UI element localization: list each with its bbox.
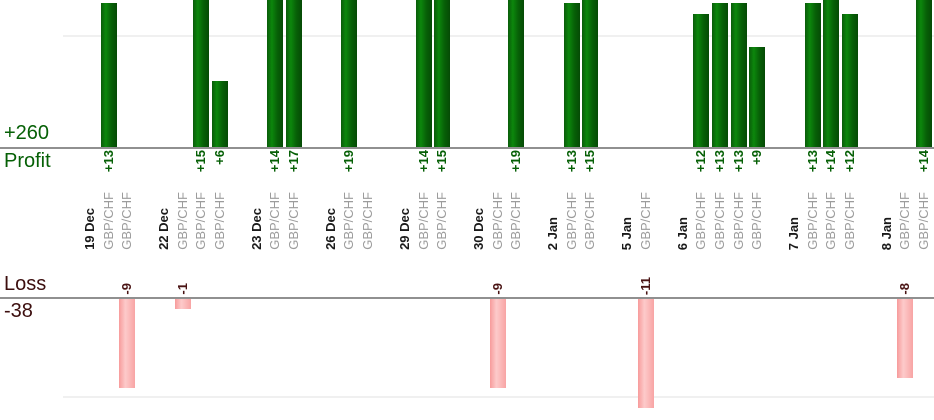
symbol-label: GBP/CHF xyxy=(489,192,505,250)
date-label: 5 Jan xyxy=(619,216,635,250)
symbol-label: GBP/CHF xyxy=(563,192,579,250)
date-label: 2 Jan xyxy=(545,216,561,250)
symbol-label: GBP/CHF xyxy=(749,192,765,250)
profit-total: +260 xyxy=(4,122,50,144)
loss-bar xyxy=(897,299,914,378)
profit-bar xyxy=(285,0,302,147)
symbol-label: GBP/CHF xyxy=(434,192,450,250)
symbol-label: GBP/CHF xyxy=(211,192,227,250)
symbol-label: GBP/CHF xyxy=(119,192,135,250)
symbol-label: GBP/CHF xyxy=(582,192,598,250)
profit-value-label: +14 xyxy=(915,150,931,173)
date-label: 19 Dec xyxy=(82,208,97,250)
symbol-label: GBP/CHF xyxy=(359,192,375,250)
profit-bar xyxy=(693,14,710,147)
profit-bar xyxy=(434,0,451,147)
profit-bar xyxy=(415,0,432,147)
symbol-label: GBP/CHF xyxy=(100,192,116,250)
profit-value-label: +15 xyxy=(434,150,450,173)
loss-value-label: -9 xyxy=(119,283,135,295)
profit-value-label: +13 xyxy=(712,150,728,173)
profit-bar xyxy=(804,2,821,147)
symbol-label: GBP/CHF xyxy=(415,192,431,250)
profit-value-label: +15 xyxy=(193,150,209,173)
symbol-label: GBP/CHF xyxy=(285,192,301,250)
profit-value-label: +19 xyxy=(341,150,357,173)
loss-value-label: -8 xyxy=(897,283,913,295)
profit-bar xyxy=(341,0,358,147)
profit-value-label: +19 xyxy=(508,150,524,173)
loss-bar xyxy=(489,299,506,388)
profit-bar xyxy=(100,2,117,147)
loss-axis-label: Loss xyxy=(4,273,47,295)
profit-value-label: +14 xyxy=(415,150,431,173)
symbol-label: GBP/CHF xyxy=(174,192,190,250)
date-label: 29 Dec xyxy=(397,208,412,250)
profit-value-label: +13 xyxy=(804,150,820,173)
profit-value-label: +17 xyxy=(285,150,301,173)
profit-gridline xyxy=(63,35,934,37)
symbol-label: GBP/CHF xyxy=(693,192,709,250)
loss-bar xyxy=(174,299,191,309)
profit-value-label: +15 xyxy=(582,150,598,173)
symbol-label: GBP/CHF xyxy=(341,192,357,250)
loss-value-label: -1 xyxy=(174,283,190,295)
profit-bar xyxy=(211,80,228,147)
date-label: 26 Dec xyxy=(322,208,338,250)
profit-value-label: +6 xyxy=(211,150,227,165)
profit-bar xyxy=(749,47,766,147)
symbol-label: GBP/CHF xyxy=(712,192,728,250)
profit-value-label: +13 xyxy=(563,150,579,173)
profit-bar xyxy=(267,0,284,147)
loss-bar xyxy=(637,299,654,408)
profit-value-label: +12 xyxy=(841,150,857,173)
profit-bar xyxy=(712,2,729,147)
profit-axis-label: Profit xyxy=(4,150,51,172)
symbol-label: GBP/CHF xyxy=(193,192,209,250)
symbol-label: GBP/CHF xyxy=(508,192,524,250)
loss-axis-line xyxy=(0,297,934,299)
date-label: 23 Dec xyxy=(248,208,264,250)
profit-value-label: +14 xyxy=(267,150,283,173)
date-label: 6 Jan xyxy=(674,216,690,250)
symbol-label: GBP/CHF xyxy=(915,192,931,250)
loss-value-label: -9 xyxy=(489,283,505,295)
profit-bar xyxy=(582,0,599,147)
profit-axis-line xyxy=(0,147,934,149)
loss-value-label: -11 xyxy=(637,276,653,295)
symbol-label: GBP/CHF xyxy=(730,192,746,250)
profit-value-label: +13 xyxy=(730,150,746,173)
profit-value-label: +14 xyxy=(823,150,839,173)
symbol-label: GBP/CHF xyxy=(897,192,913,250)
profit-bar xyxy=(563,2,580,147)
profit-value-label: +12 xyxy=(693,150,709,173)
profit-bar xyxy=(841,14,858,147)
profit-bar xyxy=(915,0,932,147)
loss-bar xyxy=(119,299,136,388)
date-label: 7 Jan xyxy=(786,216,802,250)
profit-bar xyxy=(508,0,525,147)
profit-bar xyxy=(823,0,840,147)
profit-bar xyxy=(193,0,210,147)
loss-gridline xyxy=(63,396,934,398)
profit-bar xyxy=(730,2,747,147)
profit-value-label: +9 xyxy=(749,150,765,165)
symbol-label: GBP/CHF xyxy=(804,192,820,250)
symbol-label: GBP/CHF xyxy=(267,192,283,250)
symbol-label: GBP/CHF xyxy=(841,192,857,250)
date-label: 30 Dec xyxy=(471,208,487,250)
symbol-label: GBP/CHF xyxy=(637,192,653,250)
date-label: 22 Dec xyxy=(156,208,172,250)
loss-total: -38 xyxy=(4,300,33,322)
symbol-label: GBP/CHF xyxy=(823,192,839,250)
profit-value-label: +13 xyxy=(100,150,116,173)
date-label: 8 Jan xyxy=(878,216,894,250)
